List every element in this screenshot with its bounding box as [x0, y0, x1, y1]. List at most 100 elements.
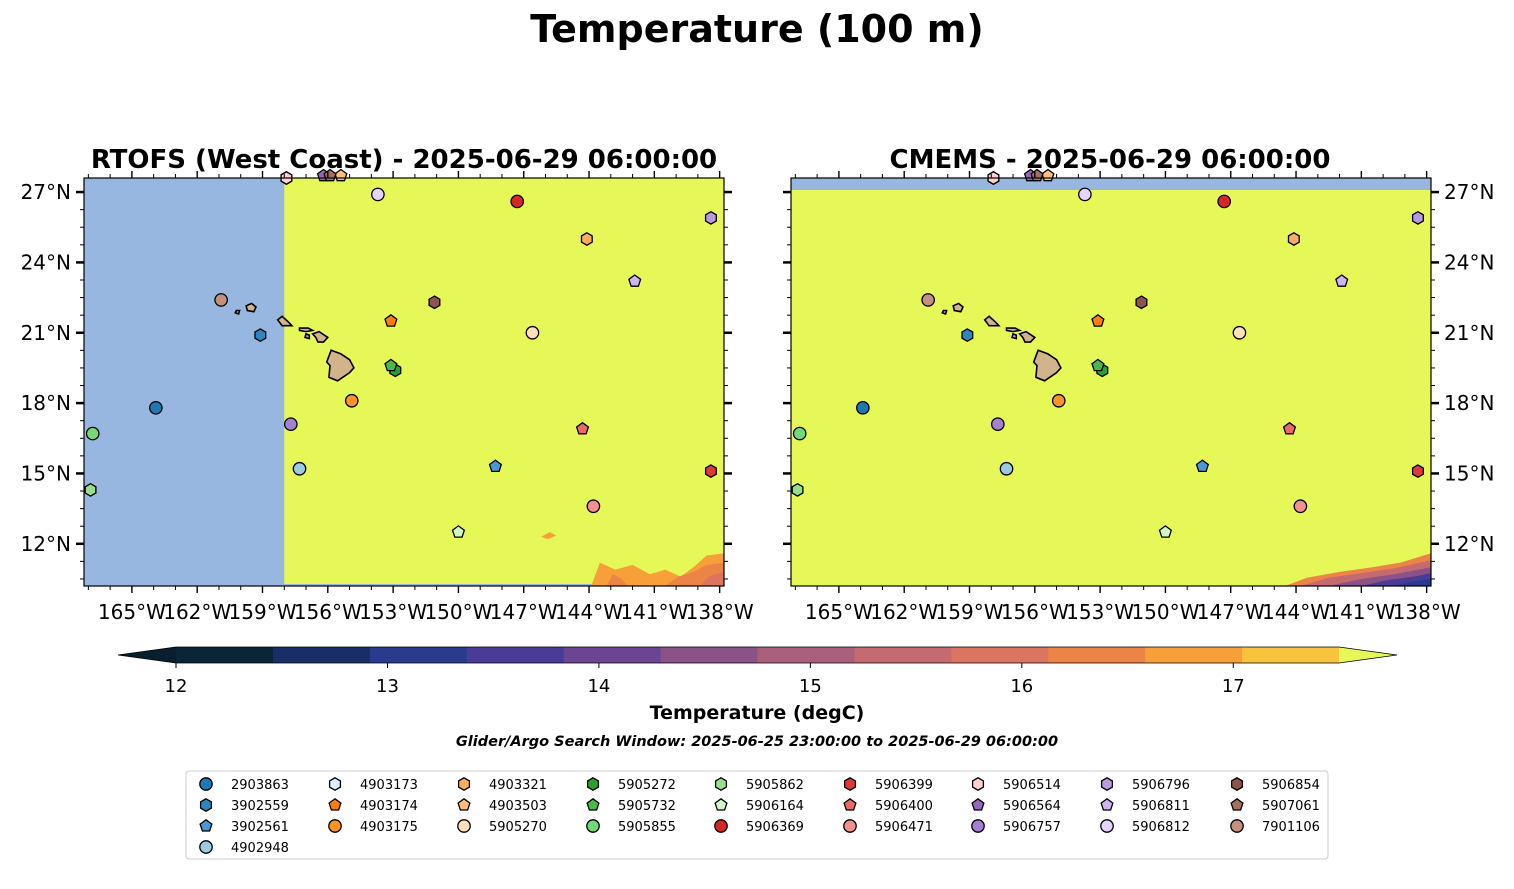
float-marker-5906812: [371, 187, 385, 202]
legend-label-4903175: 4903175: [360, 820, 418, 835]
colorbar: 12 13 14 15 16 17 Temperature (degC): [117, 646, 1398, 724]
colorbar-bin-1: [272, 647, 371, 663]
island-2: [1005, 327, 1023, 333]
island-0: [1032, 349, 1062, 382]
legend-marker-5905272: [586, 777, 600, 791]
rtofs-frame: [83, 177, 725, 587]
legend-label-7901106: 7901106: [1262, 820, 1320, 835]
lon-tick-label: 165°W: [98, 600, 166, 624]
lat-tick-label: 21°N: [21, 321, 71, 345]
legend-label-5905862: 5905862: [746, 778, 804, 793]
lon-tick-label: 138°W: [686, 600, 754, 624]
float-marker-5906811: [1335, 274, 1349, 287]
rtofs-hawaii-land: [234, 302, 355, 382]
legend-label-5907061: 5907061: [1262, 799, 1320, 814]
float-marker-4903321: [1287, 232, 1300, 246]
colorbar-bin-11: [1242, 647, 1340, 663]
legend-marker-4903503: [457, 797, 471, 811]
float-marker-5906757: [283, 417, 298, 432]
legend-label-5906369: 5906369: [746, 820, 804, 835]
lon-tick-label: 159°W: [936, 600, 1004, 624]
legend-label-5906164: 5906164: [746, 799, 804, 814]
colorbar-bin-2: [369, 647, 468, 663]
float-marker-5906471: [586, 499, 601, 514]
legend-marker-5906164: [714, 797, 728, 811]
cmems-panel-title: CMEMS - 2025-06-29 06:00:00: [890, 145, 1331, 175]
cold-contour-4: [1394, 579, 1431, 586]
legend-marker-5906757: [971, 819, 985, 833]
lon-tick-label: 144°W: [1262, 600, 1330, 624]
float-marker-5906854: [428, 295, 441, 310]
island-3: [1011, 332, 1018, 340]
lon-tick-label: 162°W: [163, 600, 231, 624]
lon-tick-label: 156°W: [294, 600, 362, 624]
float-marker-5906400: [575, 421, 590, 435]
float-marker-5905855: [85, 426, 100, 441]
float-marker-4903175: [1051, 393, 1066, 408]
legend-marker-4903173: [328, 777, 342, 791]
colorbar-bin-6: [757, 647, 855, 663]
lat-tick-label: 18°N: [1444, 391, 1494, 415]
legend-label-5905270: 5905270: [489, 820, 547, 835]
lat-tick-label: 24°N: [21, 250, 71, 274]
float-marker-7901106: [921, 293, 935, 307]
lon-tick-label: 141°W: [620, 600, 688, 624]
legend-marker-5905732: [586, 797, 600, 811]
colorbar-tick-label: 14: [587, 676, 610, 697]
lon-tick-label: 147°W: [490, 600, 558, 624]
legend-label-5906812: 5906812: [1132, 820, 1190, 835]
lon-tick-label: 153°W: [359, 600, 427, 624]
island-1: [1018, 330, 1037, 343]
lat-tick-label: 15°N: [21, 461, 71, 485]
colorbar-bins: [176, 647, 1340, 663]
float-marker-4903174: [384, 313, 398, 327]
colorbar-bin-0: [176, 647, 274, 663]
float-marker-3902559: [961, 328, 974, 343]
colorbar-label: Temperature (degC): [650, 702, 865, 724]
rtofs-axis-ticks: 165°W162°W159°W156°W153°W150°W147°W144°W…: [21, 171, 754, 624]
island-5: [952, 302, 964, 313]
colorbar-over-extension: [1339, 647, 1397, 663]
colorbar-bin-5: [660, 647, 758, 663]
legend-label-5905855: 5905855: [618, 820, 676, 835]
cmems-axis-ticks: 165°W162°W159°W156°W153°W150°W147°W144°W…: [783, 171, 1494, 624]
cmems-contour-shading: [1285, 553, 1431, 586]
legend-marker-4903321: [457, 777, 471, 791]
float-marker-4903174: [1091, 313, 1105, 327]
colorbar-bin-3: [466, 647, 565, 663]
legend-label-5906399: 5906399: [875, 778, 933, 793]
float-marker-4903175: [344, 393, 359, 408]
legend-label-5906471: 5906471: [875, 820, 933, 835]
legend: 2903863 3902559 3902561 4902948 4903173 49031…: [185, 770, 1329, 860]
float-marker-7901106: [214, 293, 228, 307]
float-marker-5906164: [451, 525, 466, 538]
colorbar-ticks: 12 13 14 15 16 17: [165, 663, 1245, 697]
float-marker-5906796: [704, 210, 717, 225]
figure-title: Temperature (100 m): [530, 7, 983, 51]
lat-tick-label: 24°N: [1444, 250, 1494, 274]
float-marker-5906399: [704, 464, 717, 479]
float-marker-5906471: [1293, 499, 1308, 514]
legend-label-5906854: 5906854: [1262, 778, 1320, 793]
float-marker-2903863: [855, 400, 870, 415]
float-marker-5905270: [525, 325, 540, 340]
rtofs-no-data-south-strip: [284, 584, 724, 586]
legend-label-5906400: 5906400: [875, 799, 933, 814]
lat-tick-label: 18°N: [21, 391, 71, 415]
lon-tick-label: 162°W: [870, 600, 938, 624]
legend-marker-5906796: [1100, 777, 1114, 791]
float-marker-5906812: [1078, 187, 1092, 202]
cmems-no-data-strip: [791, 178, 1431, 190]
float-marker-5906811: [628, 274, 642, 287]
legend-label-5905732: 5905732: [618, 799, 676, 814]
lat-tick-label: 27°N: [1444, 180, 1494, 204]
float-marker-5906400: [1282, 421, 1297, 435]
lat-tick-label: 12°N: [21, 532, 71, 556]
colorbar-tick-label: 13: [376, 676, 399, 697]
island-3: [304, 332, 311, 340]
lon-tick-label: 165°W: [805, 600, 873, 624]
legend-marker-5906811: [1100, 797, 1114, 811]
float-marker-4903321: [580, 232, 593, 246]
island-0: [325, 349, 355, 382]
